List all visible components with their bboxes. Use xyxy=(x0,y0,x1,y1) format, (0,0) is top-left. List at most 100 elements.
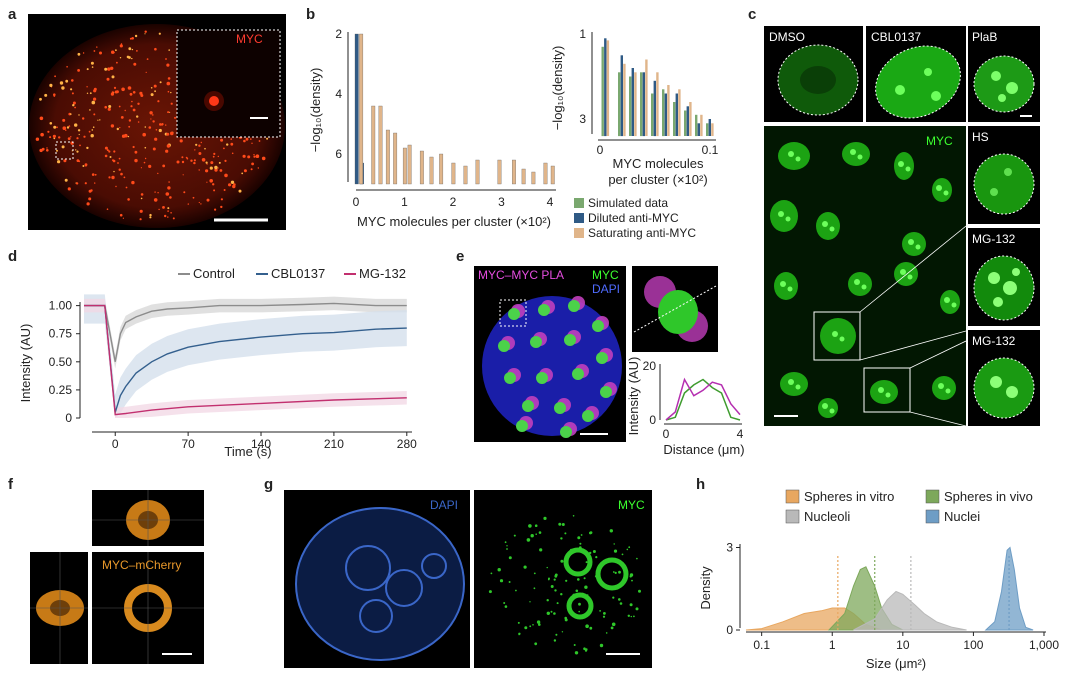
cluster-dot xyxy=(198,169,200,171)
d-line-0 xyxy=(84,302,407,362)
e-myc-focus xyxy=(554,402,566,414)
b-main-bar xyxy=(371,105,376,185)
h-legend-label: Spheres in vivo xyxy=(944,489,1033,504)
cluster-dot xyxy=(118,157,121,160)
f-xz-image xyxy=(92,490,204,546)
g-myc-dot xyxy=(618,598,621,601)
cluster-dot xyxy=(169,111,171,113)
cluster-dot xyxy=(170,212,172,214)
g-myc-dot xyxy=(513,534,516,537)
cluster-dot xyxy=(84,163,88,167)
g-myc-dot xyxy=(526,538,531,542)
g-myc-dot xyxy=(533,587,536,590)
c-field-speckle xyxy=(861,284,867,290)
cluster-dot xyxy=(198,144,201,147)
d-y-tick: 0.25 xyxy=(49,383,73,397)
cluster-dot xyxy=(145,71,147,73)
g-myc-dot xyxy=(560,537,563,540)
cluster-dot xyxy=(121,134,126,138)
g-myc-dot xyxy=(609,529,613,533)
c-mg132-image-1: MG-132 xyxy=(968,228,1040,326)
cluster-dot xyxy=(131,48,134,51)
cluster-dot xyxy=(205,169,209,173)
g-myc-dot xyxy=(577,536,581,540)
b-inset-x-tick: 0.1 xyxy=(702,143,719,157)
c-cbl0137-image: CBL0137 xyxy=(866,26,966,122)
c-zoom-box-2 xyxy=(863,367,911,413)
g-myc-dot xyxy=(558,522,562,526)
c-field-nucleus xyxy=(816,212,840,240)
g-myc-dot xyxy=(613,543,615,545)
d-x-tick: 140 xyxy=(251,437,271,451)
g-myc-dot xyxy=(560,593,563,596)
c-field-nucleus xyxy=(870,380,898,404)
c-mg1-focus xyxy=(993,297,1003,307)
g-myc-dot xyxy=(578,602,581,606)
b-main-x-tick: 3 xyxy=(498,195,505,209)
cluster-dot xyxy=(159,123,162,126)
h-x-label: Size (μm²) xyxy=(866,656,926,671)
b-inset-bar xyxy=(620,55,623,137)
e-y-tick: 0 xyxy=(649,413,656,427)
g-myc-dot xyxy=(561,523,565,526)
g-myc-dot xyxy=(534,524,538,527)
b-main-bar xyxy=(354,33,359,185)
b-inset-bar xyxy=(667,85,670,136)
c-field-nucleus xyxy=(842,142,870,166)
cluster-dot xyxy=(144,126,147,128)
cluster-dot xyxy=(127,198,130,201)
cluster-dot xyxy=(166,63,170,67)
c-field-speckle xyxy=(898,161,904,167)
c-plab-nucleus xyxy=(973,55,1035,113)
b-inset-bar xyxy=(662,89,665,137)
cluster-dot xyxy=(88,197,92,201)
b-main-x-label: MYC molecules per cluster (×10²) xyxy=(357,214,551,229)
cluster-dot xyxy=(167,77,171,80)
cluster-dot xyxy=(157,192,159,194)
e-y-label: Intensity (AU) xyxy=(626,357,641,436)
cluster-dot xyxy=(119,213,123,217)
g-myc-dot xyxy=(554,573,558,577)
c-field-speckle xyxy=(854,279,860,285)
cluster-dot xyxy=(116,127,120,131)
g-myc-dot xyxy=(529,601,531,603)
cluster-dot xyxy=(61,86,65,90)
g-myc-dot xyxy=(580,534,583,536)
cluster-dot xyxy=(170,131,174,136)
cluster-dot xyxy=(134,158,138,163)
cluster-dot xyxy=(134,150,138,154)
f-yz-image xyxy=(30,552,88,664)
c-field-speckle xyxy=(938,383,944,389)
e-profile-line-1 xyxy=(665,377,741,421)
g-myc-dot xyxy=(550,610,553,613)
g-myc-dot xyxy=(603,612,606,615)
cluster-dot xyxy=(97,119,99,121)
b-main-bar xyxy=(475,159,480,185)
cluster-dot xyxy=(84,182,87,185)
cluster-dot xyxy=(158,32,161,35)
g-myc-dot xyxy=(577,578,580,581)
g-myc-dot xyxy=(506,545,508,547)
cluster-dot xyxy=(168,49,170,51)
b-inset-x-tick: 0 xyxy=(597,143,604,157)
e-myc-focus xyxy=(600,386,612,398)
cluster-dot xyxy=(144,146,147,149)
cluster-dot xyxy=(231,152,234,155)
c-field-speckle xyxy=(943,190,949,196)
c-hs-focus xyxy=(990,188,998,196)
g-myc-dot xyxy=(517,621,520,624)
cluster-dot xyxy=(113,170,115,173)
b-inset-bar xyxy=(618,72,621,137)
cluster-dot xyxy=(107,107,111,111)
d-y-tick: 1.00 xyxy=(49,299,73,313)
d-x-tick: 210 xyxy=(324,437,344,451)
b-main-bar xyxy=(439,153,444,185)
cluster-dot xyxy=(157,100,160,103)
g-myc-dot xyxy=(508,581,511,583)
e-label-pla: MYC–MYC PLA xyxy=(478,268,565,282)
b-main-bar xyxy=(451,162,456,185)
cluster-dot xyxy=(142,132,146,137)
g-myc-dot xyxy=(572,515,575,517)
cluster-dot xyxy=(157,172,159,175)
g-myc-dot xyxy=(575,589,579,593)
